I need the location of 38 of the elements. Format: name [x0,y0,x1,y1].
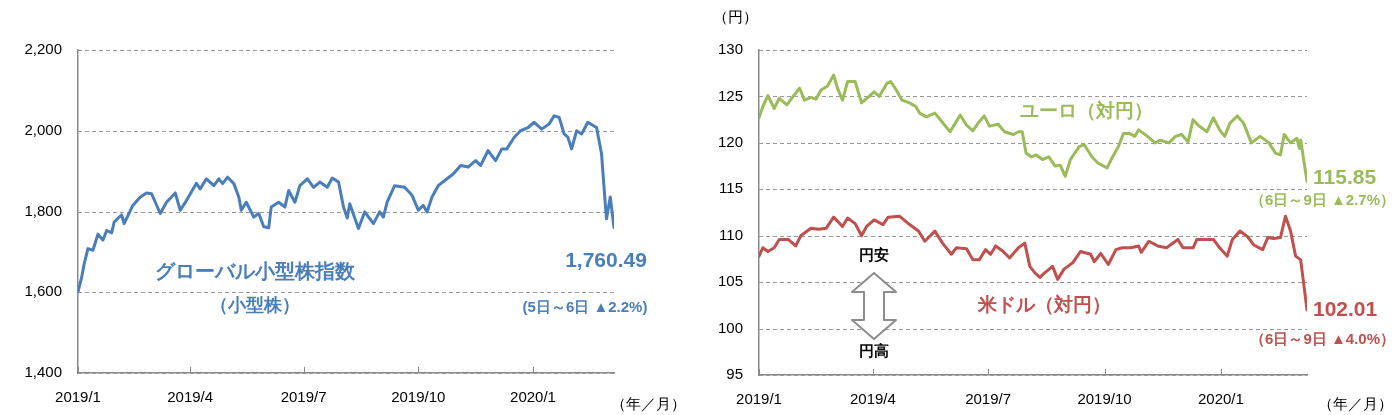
y-tick-label: 105 [717,272,743,290]
y-axis-title: （円） [712,8,758,26]
x-tick-label: 2019/7 [965,390,1012,408]
y-tick-label: 125 [717,86,743,104]
annotation: 円高 [859,342,889,360]
series-label: ユーロ（対円） [1019,100,1153,122]
annotation: 102.01 [1313,296,1378,320]
y-tick-label: 1,800 [24,201,62,219]
y-tick-label: 95 [726,365,743,383]
x-tick-label: 2019/10 [1077,390,1132,408]
annotation: （6日～9日 ▲4.0%） [1250,330,1395,348]
series-label: 米ドル（対円） [976,294,1111,316]
annotation: 円安 [859,246,889,264]
x-tick-label: 2019/1 [736,390,782,408]
x-tick-label: 2019/4 [849,390,896,408]
y-tick-label: 2,200 [24,40,62,58]
y-tick-label: 110 [719,225,743,243]
y-tick-label: 115 [719,179,743,197]
y-tick-label: 130 [717,40,743,58]
annotation: （6日～9日 ▲2.7%） [1250,191,1395,209]
x-axis-title: （年／月） [1317,395,1393,413]
x-axis-title: （年／月） [610,395,686,413]
y-tick-label: 120 [717,133,743,150]
y-tick-label: 100 [717,318,743,336]
x-tick-label: 2020/1 [1197,390,1244,408]
series-label: グローバル小型株指数 [155,259,356,282]
annotation: (5日～6日 ▲2.2%) [522,298,648,316]
x-tick-label: 2020/1 [510,388,556,406]
annotation: 1,760.49 [565,248,647,272]
x-tick-label: 2019/4 [167,388,214,406]
x-tick-label: 2019/1 [55,388,101,406]
x-tick-label: 2019/10 [391,388,446,406]
annotation: （小型株） [210,294,300,315]
y-tick-label: 1,400 [24,363,62,381]
x-tick-label: 2019/7 [280,388,327,406]
y-tick-label: 2,000 [24,120,62,138]
annotation: 115.85 [1313,165,1377,189]
y-tick-label: 1,600 [24,282,62,300]
